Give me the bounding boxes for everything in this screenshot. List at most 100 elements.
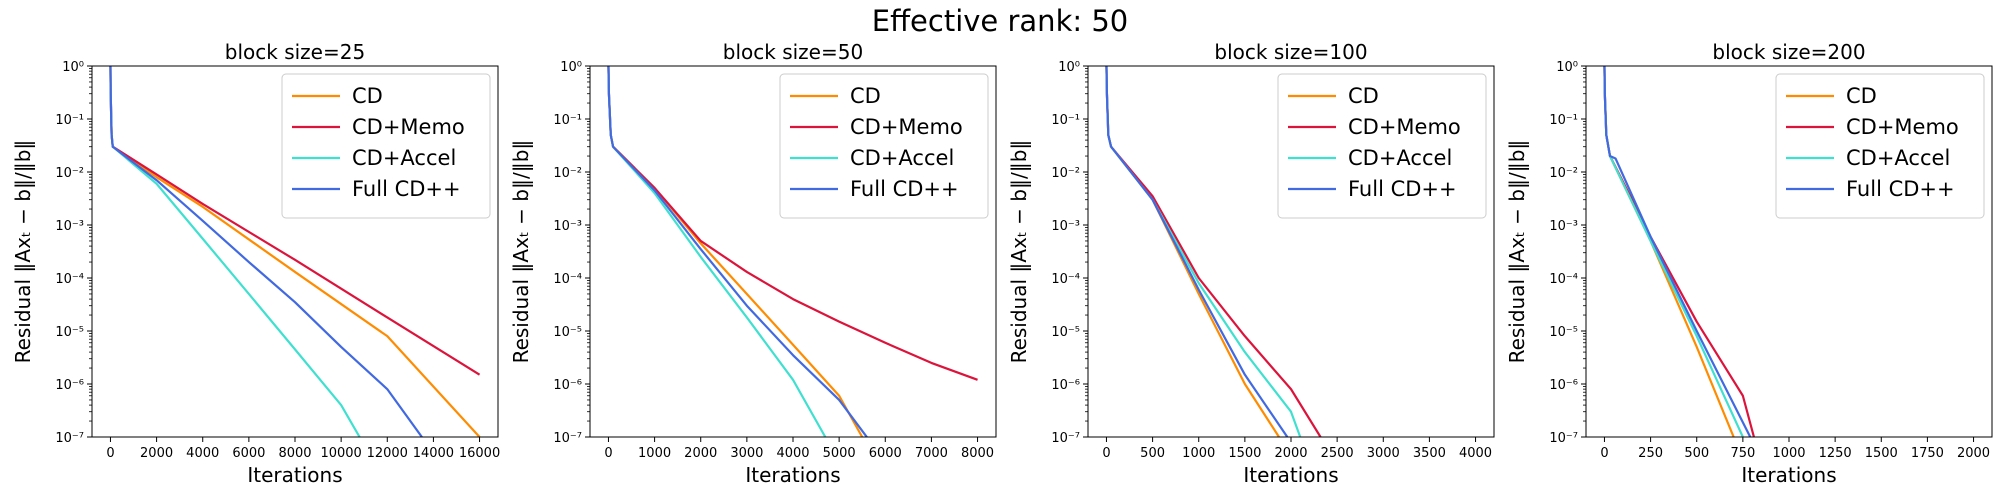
x-tick-label: 3500: [1413, 446, 1446, 461]
y-tick-label: 10⁻¹: [1051, 113, 1080, 128]
legend-label: Full CD++: [1348, 177, 1457, 201]
legend-label: CD: [850, 84, 881, 108]
x-tick-label: 1000: [638, 446, 671, 461]
legend: CD CD+Memo CD+Accel Full CD++: [281, 73, 491, 219]
x-tick-label: 0: [106, 446, 114, 461]
y-tick-label: 10⁻⁶: [1549, 378, 1578, 393]
x-tick-label: 0: [604, 446, 612, 461]
chart-panel-4: 0 250 500 750 1000 1250 1500 1750 2000 10⁻⁷ 10⁻⁶ 10…: [1505, 40, 1993, 487]
y-tick-label: 10⁻⁴: [553, 272, 582, 287]
x-tick-label: 6000: [232, 446, 265, 461]
chart-panel-2: 0 1000 2000 3000 4000 5000 6000 7000 8000 10⁻⁷ 10⁻…: [509, 40, 997, 487]
legend-label: CD+Accel: [352, 146, 456, 170]
y-axis-label: Residual ‖Axₜ − b‖/‖b‖: [11, 140, 35, 364]
legend-label: CD: [1348, 84, 1379, 108]
series-group: [1603, 66, 1756, 437]
y-tick-label: 10⁻⁷: [1051, 431, 1080, 446]
y-tick-label: 10⁻⁵: [1051, 325, 1080, 340]
x-tick-label: 1000: [1182, 446, 1215, 461]
y-tick-label: 10⁻⁵: [553, 325, 582, 340]
y-tick-label: 10⁻⁵: [1549, 325, 1578, 340]
y-tick-label: 10⁻²: [553, 166, 582, 181]
x-tick-label: 3000: [730, 446, 763, 461]
figure-title: Effective rank: 50: [871, 4, 1129, 38]
series-line-3: [1105, 66, 1302, 437]
y-tick-label: 10⁻²: [1051, 166, 1080, 181]
legend-box: [779, 73, 989, 219]
legend: CD CD+Memo CD+Accel Full CD++: [1277, 73, 1487, 219]
y-tick-label: 10⁻⁷: [1549, 431, 1578, 446]
legend-label: Full CD++: [850, 177, 959, 201]
series-group: [1105, 66, 1322, 437]
y-tick-label: 10⁻¹: [1549, 113, 1578, 128]
y-tick-label: 10⁻⁶: [553, 378, 582, 393]
y-axis-label: Residual ‖Axₜ − b‖/‖b‖: [509, 140, 533, 364]
x-tick-label: 16000: [459, 446, 500, 461]
x-tick-label: 2500: [1321, 446, 1354, 461]
x-axis-label: Iterations: [1741, 463, 1836, 487]
legend-label: CD: [1846, 84, 1877, 108]
x-tick-label: 10000: [320, 446, 361, 461]
x-axis-label: Iterations: [247, 463, 342, 487]
x-tick-label: 1500: [1228, 446, 1261, 461]
series-line-4: [109, 66, 423, 437]
y-tick-label: 10⁰: [1058, 60, 1080, 75]
series-line-1: [1603, 66, 1735, 437]
x-tick-label: 14000: [413, 446, 454, 461]
legend-box: [1775, 73, 1985, 219]
y-tick-label: 10⁻¹: [553, 113, 582, 128]
x-tick-label: 8000: [278, 446, 311, 461]
x-tick-label: 6000: [869, 446, 902, 461]
y-tick-label: 10⁻⁵: [55, 325, 84, 340]
x-tick-label: 4000: [776, 446, 809, 461]
x-axis-label: Iterations: [1243, 463, 1338, 487]
y-tick-label: 10⁻¹: [55, 113, 84, 128]
x-tick-label: 1250: [1819, 446, 1852, 461]
legend-label: CD: [352, 84, 383, 108]
x-tick-label: 7000: [915, 446, 948, 461]
legend-box: [1277, 73, 1487, 219]
series-group: [607, 66, 978, 437]
x-tick-label: 8000: [961, 446, 994, 461]
series-line-4: [607, 66, 868, 437]
series-line-4: [1603, 66, 1752, 437]
x-tick-label: 500: [1140, 446, 1165, 461]
legend-label: Full CD++: [352, 177, 461, 201]
x-tick-label: 2000: [140, 446, 173, 461]
x-tick-label: 0: [1102, 446, 1110, 461]
y-tick-label: 10⁻²: [1549, 166, 1578, 181]
chart-panel-3: 0 500 1000 1500 2000 2500 3000 3500 4000 10⁻⁷ 10⁻⁶…: [1007, 40, 1495, 487]
x-tick-label: 1000: [1772, 446, 1805, 461]
legend-label: CD+Accel: [850, 146, 954, 170]
y-tick-label: 10⁻²: [55, 166, 84, 181]
series-line-1: [1105, 66, 1280, 437]
series-group: [109, 66, 481, 437]
x-tick-label: 250: [1638, 446, 1663, 461]
y-tick-label: 10⁻³: [55, 219, 84, 234]
x-tick-label: 2000: [684, 446, 717, 461]
y-axis-label: Residual ‖Axₜ − b‖/‖b‖: [1505, 140, 1529, 364]
legend: CD CD+Memo CD+Accel Full CD++: [779, 73, 989, 219]
y-tick-label: 10⁻³: [1549, 219, 1578, 234]
x-tick-label: 4000: [1459, 446, 1492, 461]
panel-title: block size=25: [225, 40, 365, 64]
x-tick-label: 3000: [1367, 446, 1400, 461]
y-tick-label: 10⁰: [1556, 60, 1578, 75]
panel-title: block size=50: [723, 40, 863, 64]
y-tick-label: 10⁰: [62, 60, 84, 75]
series-line-2: [1603, 66, 1756, 437]
panel-title: block size=100: [1214, 40, 1367, 64]
x-tick-label: 2000: [1274, 446, 1307, 461]
series-line-4: [1105, 66, 1289, 437]
panel-title: block size=200: [1712, 40, 1865, 64]
x-tick-label: 5000: [823, 446, 856, 461]
y-axis-label: Residual ‖Axₜ − b‖/‖b‖: [1007, 140, 1031, 364]
legend-label: CD+Accel: [1846, 146, 1950, 170]
y-tick-label: 10⁻⁷: [55, 431, 84, 446]
x-tick-label: 750: [1730, 446, 1755, 461]
x-tick-label: 1500: [1865, 446, 1898, 461]
x-tick-label: 12000: [367, 446, 408, 461]
legend-label: CD+Accel: [1348, 146, 1452, 170]
legend-label: CD+Memo: [1348, 115, 1461, 139]
